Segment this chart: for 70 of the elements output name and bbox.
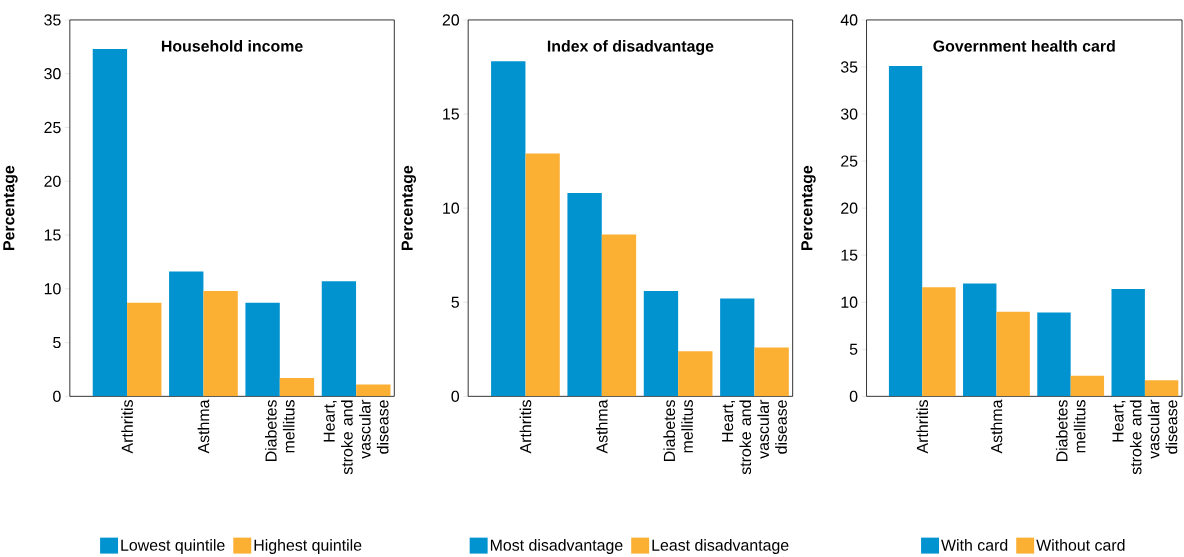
legend-label: Most disadvantage [490, 539, 623, 554]
y-tick-label: 5 [849, 343, 858, 355]
bar [1144, 380, 1179, 397]
y-tick-label: 0 [451, 390, 460, 402]
y-axis-title: Percentage [3, 165, 18, 250]
x-tick-label: Asthma [197, 399, 210, 454]
legend-label: Highest quintile [254, 539, 362, 554]
x-tick-label: Arthritis [916, 400, 929, 454]
bar [321, 281, 357, 397]
bar [922, 287, 956, 397]
y-tick-label: 10 [44, 283, 61, 295]
legend-label: With card [941, 539, 1008, 551]
x-tick-label: Arthritis [519, 400, 532, 454]
y-tick-label: 10 [443, 202, 460, 214]
x-tick-label: Diabetes mellitus [663, 400, 693, 461]
text: Index of disadvantage [547, 40, 714, 55]
y-tick-label: 0 [849, 390, 858, 402]
y-tick-label: 20 [44, 175, 61, 187]
text: Household income [161, 40, 303, 52]
y-tick-label: 15 [443, 108, 459, 120]
bar [1111, 289, 1145, 397]
y-tick-label: 5 [451, 296, 459, 308]
bar [1070, 375, 1105, 397]
x-tick-label: Heart, stroke and vascular disease [323, 399, 389, 475]
y-tick-label: 35 [840, 61, 858, 73]
y-tick-label: 15 [841, 249, 858, 261]
y-tick-label: 30 [44, 68, 61, 80]
x-tick-label: Diabetes mellitus [1055, 400, 1086, 461]
y-tick-label: 35 [44, 14, 61, 26]
bar [245, 302, 280, 397]
bar [92, 48, 128, 397]
legend-label: Lowest quintile [121, 539, 225, 554]
text: Government health card [933, 40, 1115, 52]
bar [678, 351, 713, 397]
bar [720, 298, 755, 397]
y-tick-label: 30 [840, 108, 858, 120]
bar [169, 271, 204, 397]
y-tick-label: 20 [841, 202, 858, 214]
bar [127, 302, 162, 397]
legend-label: Least disadvantage [652, 539, 789, 554]
bar [601, 234, 637, 397]
y-axis-title: Percentage [401, 165, 416, 250]
y-tick-label: 20 [442, 14, 460, 26]
x-tick-label: Asthma [595, 399, 608, 454]
bar [1037, 312, 1071, 397]
x-tick-label: Heart, stroke and vascular disease [1112, 399, 1178, 475]
x-tick-label: Arthritis [121, 400, 133, 454]
bar [754, 347, 789, 397]
bar [996, 311, 1030, 397]
x-tick-label: Diabetes mellitus [264, 400, 295, 461]
y-tick-label: 10 [841, 296, 858, 308]
bar [356, 384, 391, 397]
x-tick-label: Heart, stroke and vascular disease [722, 399, 787, 475]
y-tick-label: 0 [53, 390, 61, 402]
bar [491, 61, 526, 397]
y-tick-label: 25 [841, 155, 858, 167]
bar [643, 290, 679, 397]
y-tick-label: 15 [44, 229, 61, 241]
bar [525, 153, 560, 397]
legend-label: Without card [1036, 539, 1125, 551]
y-tick-label: 5 [53, 336, 61, 349]
bar [203, 290, 238, 397]
y-axis-title: Percentage [801, 165, 816, 250]
y-tick-label: 40 [840, 14, 858, 26]
bar [963, 283, 997, 397]
x-tick-label: Asthma [990, 399, 1003, 454]
bar [279, 378, 315, 397]
bar [567, 193, 602, 397]
y-tick-label: 25 [44, 121, 61, 134]
bar [888, 66, 923, 397]
